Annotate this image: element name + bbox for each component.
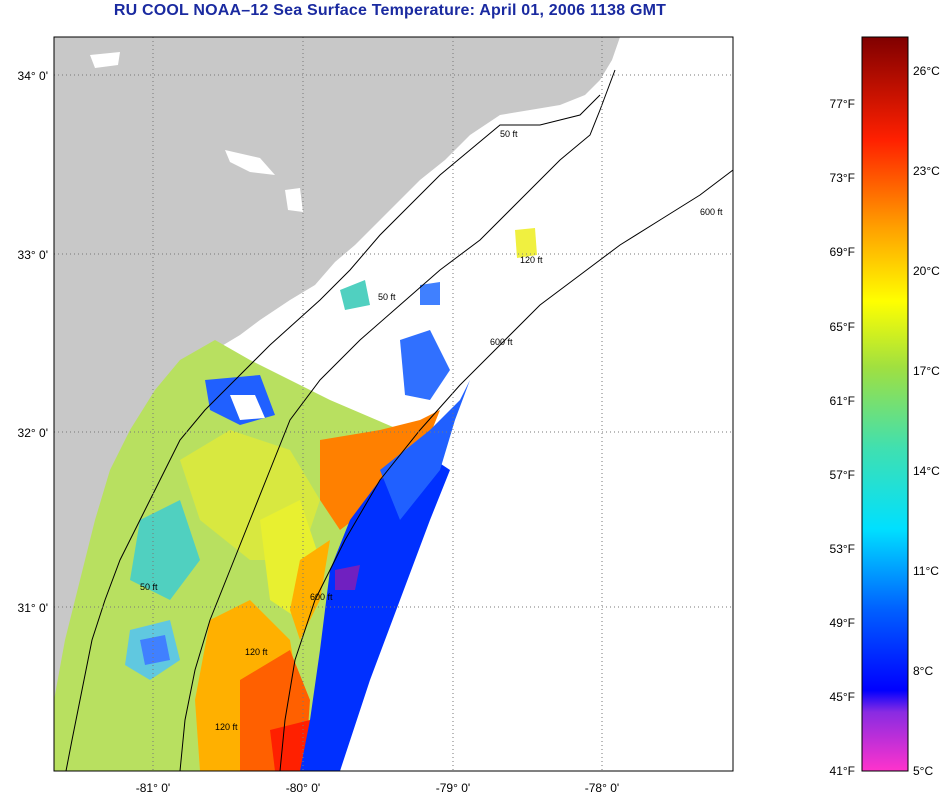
inland-water: [90, 52, 120, 68]
contour-label: 50 ft: [500, 129, 518, 139]
contour-label: 50 ft: [140, 582, 158, 592]
colorbar-f-label: 53°F: [830, 542, 855, 556]
lon-label: -80° 0': [286, 781, 320, 795]
colorbar-f-label: 45°F: [830, 690, 855, 704]
contour-label: 120 ft: [520, 255, 543, 265]
lat-label: 34° 0': [18, 69, 48, 83]
inland-water: [225, 150, 275, 175]
colorbar-f-label: 65°F: [830, 320, 855, 334]
land-mass: [54, 37, 620, 771]
colorbar-c-label: 8°C: [913, 664, 933, 678]
map-content: [54, 37, 733, 771]
lon-label: -78° 0': [585, 781, 619, 795]
colorbar-c-label: 17°C: [913, 364, 940, 378]
map-frame: [53, 36, 734, 772]
lat-label: 32° 0': [18, 426, 48, 440]
colorbar-c-label: 20°C: [913, 264, 940, 278]
lat-label: 31° 0': [18, 601, 48, 615]
colorbar-f-label: 77°F: [830, 97, 855, 111]
contour-label: 120 ft: [215, 722, 238, 732]
colorbar-f-label: 73°F: [830, 171, 855, 185]
colorbar-f-label: 61°F: [830, 394, 855, 408]
page-title: RU COOL NOAA–12 Sea Surface Temperature:…: [113, 2, 667, 19]
colorbar-c-label: 5°C: [913, 764, 933, 778]
colorbar-f-label: 41°F: [830, 764, 855, 778]
colorbar: [861, 36, 909, 772]
contour-label: 600 ft: [310, 592, 333, 602]
contour-label: 120 ft: [245, 647, 268, 657]
inland-water: [285, 188, 303, 212]
lat-label: 33° 0': [18, 248, 48, 262]
colorbar-c-label: 14°C: [913, 464, 940, 478]
sst-swath: [54, 228, 537, 771]
contour-label: 50 ft: [378, 292, 396, 302]
bathymetry-contours: [65, 69, 733, 771]
lon-label: -79° 0': [436, 781, 470, 795]
contour-label: 600 ft: [700, 207, 723, 217]
colorbar-c-label: 11°C: [913, 564, 939, 578]
colorbar-f-label: 69°F: [830, 245, 855, 259]
colorbar-f-label: 57°F: [830, 468, 855, 482]
colorbar-c-label: 23°C: [913, 164, 940, 178]
colorbar-c-label: 26°C: [913, 64, 940, 78]
lon-label: -81° 0': [136, 781, 170, 795]
contour-label: 600 ft: [490, 337, 513, 347]
colorbar-f-label: 49°F: [830, 616, 855, 630]
